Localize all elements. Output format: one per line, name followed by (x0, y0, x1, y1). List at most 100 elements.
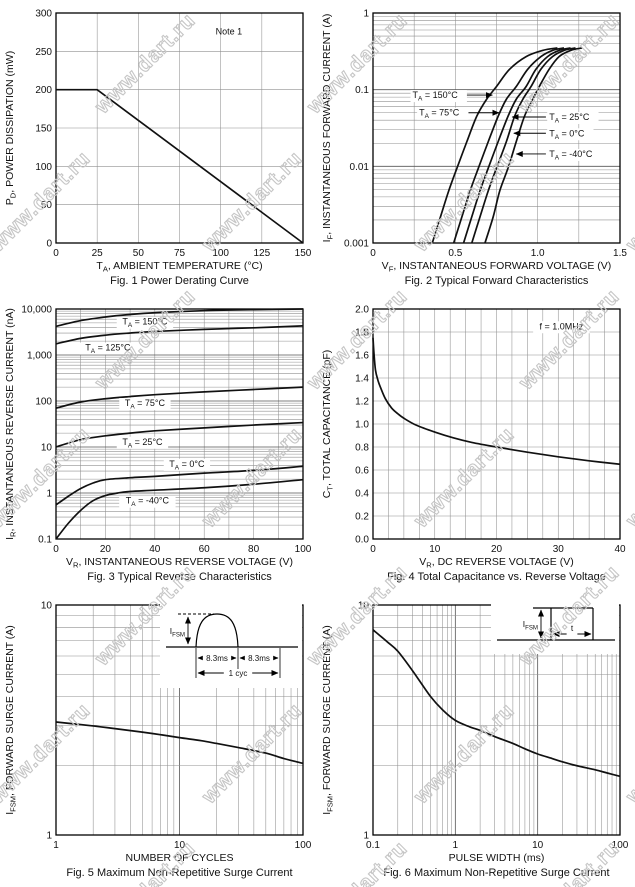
curve-label: TA = 125°C (85, 343, 131, 356)
x-tick-label: 100 (295, 840, 312, 851)
figure-power-derating: Note 1 0 50 100 150 200 250 300 0 25 50 75 100 125 150… (0, 0, 317, 296)
label-background (202, 654, 232, 665)
x-axis-title: PULSE WIDTH (ms) (449, 852, 545, 864)
fig4-chart: f = 1.0MHz 0.0 0.2 0.4 0.6 0.8 1.0 1.2 1.4 1.6 1.8… (321, 305, 626, 570)
label-background (547, 148, 604, 161)
y-tick-label: 250 (35, 47, 52, 58)
fig2-caption: Fig. 2 Typical Forward Characteristics (404, 275, 589, 287)
y-tick-label: 0 (46, 239, 52, 250)
curve-label: TA = 25°C (122, 437, 163, 450)
y-tick-label: 2.0 (355, 305, 369, 316)
fig4-caption: Fig. 4 Total Capacitance vs. Reverse Vol… (387, 571, 606, 583)
curve-power-derating (56, 88, 304, 244)
curve-label: TA = -40°C (126, 496, 170, 509)
label-background (119, 398, 171, 411)
y-tick-label: 0.2 (355, 512, 369, 523)
x-tick-label: 0 (370, 544, 376, 555)
y-tick-label: 1.2 (355, 397, 369, 408)
y-tick-label: 0.4 (355, 489, 369, 500)
x-tick-label: 10 (532, 840, 544, 851)
x-axis-title: NUMBER OF CYCLES (126, 852, 234, 864)
figure-forward-characteristics: TA = 150°C TA = 75°C TA = 25°C TA = 0°C TA =… (317, 0, 635, 296)
curve-TA-0C (470, 47, 576, 244)
figure-reverse-characteristics: TA = 150°C TA = 125°C TA = 75°C TA = 25°C TA… (0, 296, 317, 592)
y-tick-label: 0.6 (355, 466, 369, 477)
y-tick-label: 200 (35, 85, 52, 96)
inset-cycle-label: 1 cyc (229, 669, 248, 678)
y-axis-title: IFSM, FORWARD SURGE CURRENT (A) (4, 625, 18, 815)
x-tick-label: 0 (53, 248, 59, 259)
plot-border (372, 12, 621, 244)
x-tick-label: 0 (53, 544, 59, 555)
curve-total-capacitance (372, 337, 621, 466)
gridlines (55, 12, 304, 244)
fig6-caption: Fig. 6 Maximum Non-Repetitive Surge Curr… (383, 867, 610, 879)
curve-label: TA = 25°C (549, 112, 590, 125)
y-tick-label: 10,000 (21, 305, 52, 316)
curve-label: TA = 150°C (413, 90, 459, 103)
curve-label: f = 1.0MHz (539, 321, 583, 331)
x-tick-label: 100 (295, 544, 312, 555)
y-tick-label: 10 (41, 601, 53, 612)
annotation: Note 1 (216, 26, 243, 36)
x-tick-label: 125 (253, 248, 270, 259)
x-tick-label: 1 (53, 840, 59, 851)
inset-interval-label: 8.3ms (248, 654, 270, 663)
x-axis-title: VR, DC REVERSE VOLTAGE (V) (419, 556, 573, 570)
label-background (116, 316, 174, 329)
x-tick-label: 0.5 (448, 248, 462, 259)
fig3-caption: Fig. 3 Typical Reverse Characteristics (87, 571, 272, 583)
x-tick-label: 150 (295, 248, 312, 259)
figure-total-capacitance: f = 1.0MHz 0.0 0.2 0.4 0.6 0.8 1.0 1.2 1.4 1.6 1.8… (317, 296, 635, 592)
y-tick-label: 10 (41, 443, 53, 454)
curve-TA-150C (55, 308, 304, 328)
y-tick-label: 300 (35, 9, 52, 20)
fig1-chart: Note 1 0 50 100 150 200 250 300 0 25 50 75 100 125 150… (4, 9, 312, 274)
x-tick-label: 50 (133, 248, 145, 259)
label-background (417, 107, 469, 120)
y-tick-label: 1,000 (27, 351, 52, 362)
fig1-caption: Fig. 1 Power Derating Curve (110, 275, 249, 287)
x-tick-label: 1 (453, 840, 459, 851)
curves (55, 308, 304, 540)
x-tick-label: 25 (92, 248, 104, 259)
inset-interval-label: 8.3ms (206, 654, 228, 663)
curve-label: TA = 75°C (419, 108, 460, 121)
y-tick-label: 1.0 (355, 420, 369, 431)
figure-surge-vs-cycles: IFSM 8.3ms 8.3ms 1 cyc 1 10 1 10 100 NUMBER OF CY… (0, 592, 317, 887)
inset-width-label: t (571, 623, 574, 633)
y-tick-label: 0.8 (355, 443, 369, 454)
curve-TA-75C (55, 386, 304, 409)
curve-TA-minus40C (484, 47, 583, 244)
gridlines (372, 308, 621, 540)
label-background (79, 342, 137, 355)
label-background (116, 436, 169, 449)
label-background (547, 128, 594, 141)
curve-label: TA = 0°C (549, 128, 585, 141)
y-tick-label: 1.8 (355, 328, 369, 339)
x-axis-title: VR, INSTANTANEOUS REVERSE VOLTAGE (V) (66, 556, 293, 570)
curves (372, 337, 621, 466)
y-tick-label: 0.1 (355, 85, 369, 96)
x-tick-label: 80 (248, 544, 260, 555)
curve-TA-75C (452, 47, 565, 244)
curve-label: TA = 0°C (169, 459, 205, 472)
x-tick-label: 40 (614, 544, 626, 555)
curve-TA-minus40C (55, 478, 304, 540)
y-tick-label: 1 (363, 831, 369, 842)
figure-surge-vs-pulse-width: IFSM t 1 10 0.1 1 10 100 PULSE WIDTH (ms) IFSM, F… (317, 592, 635, 887)
label-background (244, 654, 274, 665)
x-tick-label: 30 (553, 544, 565, 555)
curves (55, 721, 304, 765)
label-background (119, 495, 176, 508)
y-tick-label: 1 (46, 831, 52, 842)
x-tick-label: 40 (149, 544, 161, 555)
y-tick-label: 1 (363, 9, 369, 20)
inset-ifsm-label: IFSM (170, 626, 185, 639)
y-tick-label: 50 (41, 200, 53, 211)
inset-ifsm-label: IFSM (523, 619, 538, 632)
